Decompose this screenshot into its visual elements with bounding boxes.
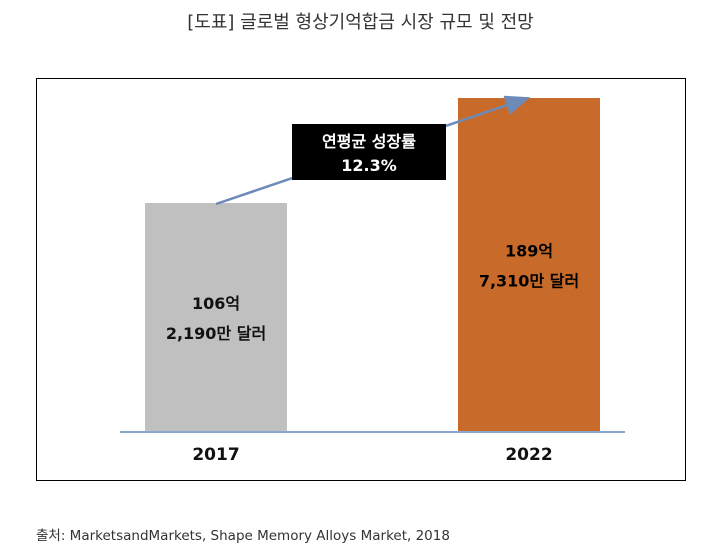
source-note: 출처: MarketsandMarkets, Shape Memory Allo… <box>36 528 450 544</box>
bar-label-usd-2022: 7,310만 달러 <box>479 272 579 291</box>
growth-annotation-label: 연평균 성장률 <box>322 132 416 151</box>
bar-2022 <box>458 98 600 431</box>
growth-annotation: 연평균 성장률 12.3% <box>292 124 446 180</box>
chart-frame <box>36 78 686 481</box>
x-tick-label-2017: 2017 <box>192 445 239 465</box>
bar-2017 <box>145 203 287 431</box>
bar-label-krw-2022: 189억 <box>505 242 553 261</box>
bar-label-usd-2017: 2,190만 달러 <box>166 324 266 343</box>
chart-title: [도표] 글로벌 형상기억합금 시장 규모 및 전망 <box>187 12 534 33</box>
bar-label-krw-2017: 106억 <box>192 294 240 313</box>
growth-annotation-value: 12.3% <box>341 156 397 175</box>
growth-annotation-box <box>292 124 446 180</box>
x-tick-label-2022: 2022 <box>505 445 552 465</box>
